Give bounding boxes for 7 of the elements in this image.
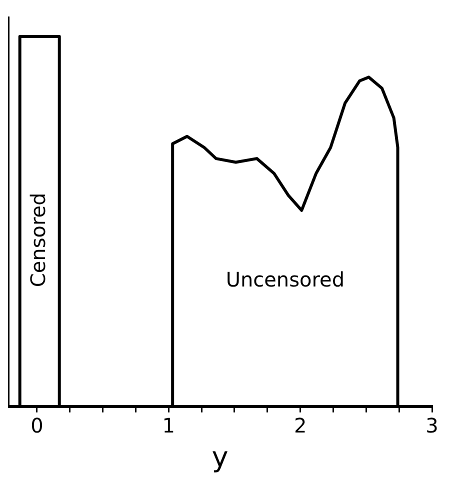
text: Uncensored xyxy=(226,268,345,292)
text: Censored xyxy=(26,192,50,288)
x-tick-label: 0 xyxy=(30,414,44,438)
x-tick-label: 3 xyxy=(426,414,438,438)
x-axis-title: y xyxy=(212,440,228,474)
x-tick-label: 1 xyxy=(162,414,176,438)
x-tick-label: 2 xyxy=(294,414,307,438)
